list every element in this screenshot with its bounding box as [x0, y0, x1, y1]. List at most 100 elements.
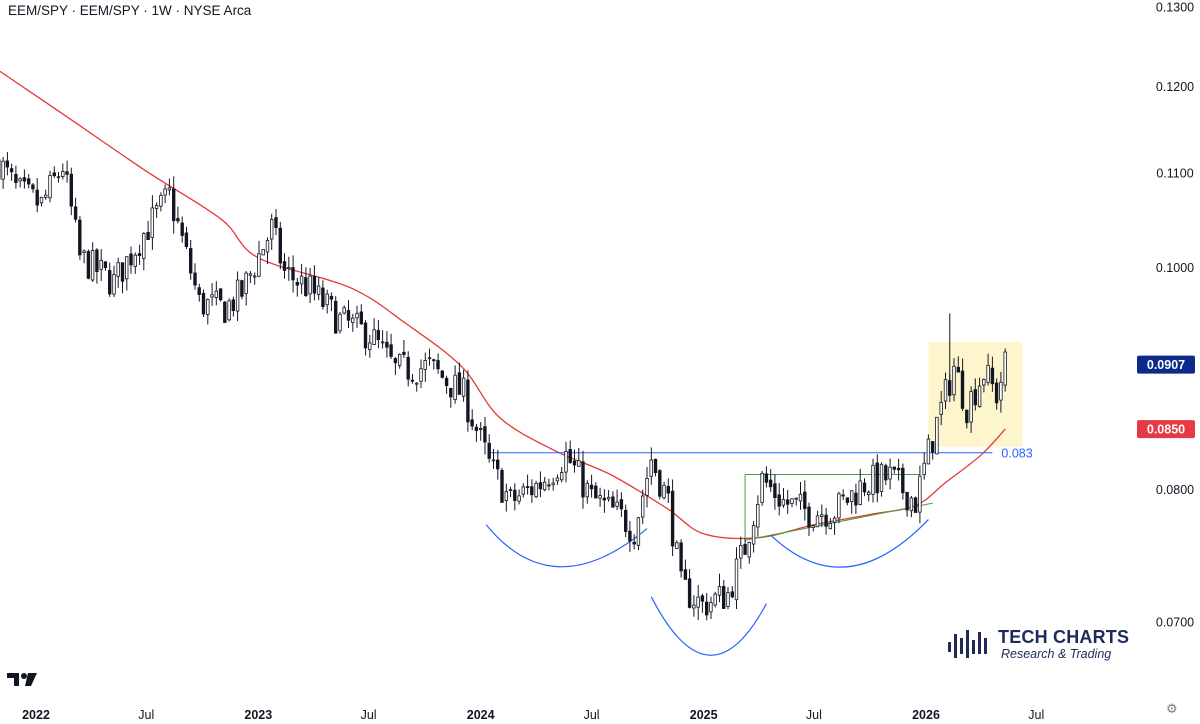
- candle-body: [218, 288, 223, 301]
- candle-body: [649, 459, 653, 477]
- candle-body: [56, 176, 61, 179]
- candle-body: [44, 194, 48, 198]
- candle-body: [611, 496, 615, 508]
- brand-name: TECH CHARTS: [998, 626, 1130, 647]
- settings-gear-icon[interactable]: ⚙: [1166, 701, 1178, 716]
- candle-body: [137, 253, 142, 257]
- candle-body: [5, 160, 9, 168]
- last-price-tag: 0.0907: [1147, 358, 1185, 372]
- candle-body: [325, 293, 329, 306]
- candle-body: [295, 281, 299, 286]
- x-tick-label: Jul: [361, 708, 377, 722]
- brand-bars-icon: [948, 630, 987, 658]
- candle-body: [632, 541, 636, 545]
- time-axis: 2022 Jul 2023 Jul 2024 Jul 2025 Jul 2026 Jul: [22, 708, 1044, 722]
- candle-body: [589, 484, 594, 490]
- candle-body: [235, 279, 240, 312]
- candle-body: [14, 173, 18, 183]
- candle-body: [227, 300, 231, 321]
- candle-body: [624, 509, 628, 532]
- x-tick-label: 2025: [690, 708, 718, 722]
- candle-body: [265, 240, 270, 253]
- candle-body: [133, 254, 137, 267]
- pattern-arc-left-shoulder: [485, 524, 648, 568]
- x-tick-label: 2024: [467, 708, 495, 722]
- candle-body: [201, 292, 206, 315]
- tradingview-logo-icon[interactable]: [6, 670, 38, 693]
- candle-body: [960, 370, 965, 409]
- candle-body: [432, 359, 436, 362]
- candle-body: [581, 461, 585, 498]
- candle-body: [312, 275, 317, 294]
- candle-body: [547, 484, 551, 487]
- candle-body: [867, 491, 871, 496]
- candle-body: [837, 493, 841, 519]
- candle-body: [798, 493, 803, 502]
- candle-body: [26, 178, 31, 185]
- candle-body: [700, 595, 705, 602]
- x-tick-label: Jul: [138, 708, 154, 722]
- candle-body: [350, 317, 355, 323]
- candle-body: [90, 249, 95, 281]
- candle-body: [905, 491, 909, 511]
- candle-body: [777, 494, 781, 507]
- candle-body: [342, 307, 346, 314]
- candle-body: [658, 470, 662, 497]
- candle-body: [811, 525, 815, 529]
- candle-body: [888, 466, 892, 480]
- candle-body: [129, 253, 133, 266]
- candle-body: [22, 177, 27, 182]
- candle-body: [184, 232, 189, 247]
- candle-body: [994, 382, 999, 404]
- candle-body: [982, 378, 986, 386]
- candle-body: [986, 364, 990, 383]
- candle-body: [304, 277, 308, 297]
- candle-body: [568, 448, 572, 463]
- candle-body: [491, 459, 496, 462]
- candle-body: [299, 275, 304, 285]
- candle-body: [423, 360, 427, 370]
- candle-body: [52, 172, 56, 177]
- y-tick-label: 0.1300: [1156, 1, 1194, 15]
- moving-average-line: [0, 70, 1006, 540]
- candle-body: [854, 492, 858, 506]
- candle-body: [397, 354, 402, 366]
- candle-body: [922, 462, 926, 476]
- breakout-level-label: 0.083: [1001, 446, 1032, 460]
- candle-body: [862, 482, 867, 493]
- candle-body: [692, 604, 696, 609]
- ma-value-tag-bg: [1137, 420, 1195, 439]
- candle-body: [858, 480, 862, 505]
- candle-body: [210, 294, 214, 298]
- candle-body: [78, 219, 82, 256]
- candle-body: [444, 377, 449, 386]
- candle-body: [69, 173, 73, 207]
- candle-body: [722, 586, 726, 609]
- candle-body: [39, 196, 44, 204]
- candle-body: [368, 342, 372, 350]
- candle-body: [909, 497, 914, 512]
- brand-watermark: TECH CHARTS Research & Trading: [944, 626, 1129, 662]
- candle-body: [223, 301, 227, 323]
- candle-body: [726, 592, 730, 607]
- candle-body: [896, 467, 901, 471]
- y-tick-label: 0.0800: [1156, 483, 1194, 497]
- candle-body: [875, 462, 879, 494]
- candle-body: [764, 473, 769, 483]
- candle-body: [427, 357, 432, 360]
- candle-body: [636, 517, 641, 546]
- candle-body: [461, 377, 466, 397]
- candle-body: [730, 591, 734, 598]
- candle-body: [470, 419, 474, 427]
- candle-body: [171, 188, 176, 222]
- y-tick-label: 0.1200: [1156, 80, 1194, 94]
- candle-body: [939, 401, 943, 415]
- candle-body: [606, 496, 611, 500]
- x-tick-label: 2023: [244, 708, 272, 722]
- candle-body: [206, 298, 210, 315]
- candle-body: [48, 175, 52, 199]
- candle-body: [786, 499, 790, 505]
- candle-body: [538, 482, 543, 490]
- candle-body: [82, 250, 86, 253]
